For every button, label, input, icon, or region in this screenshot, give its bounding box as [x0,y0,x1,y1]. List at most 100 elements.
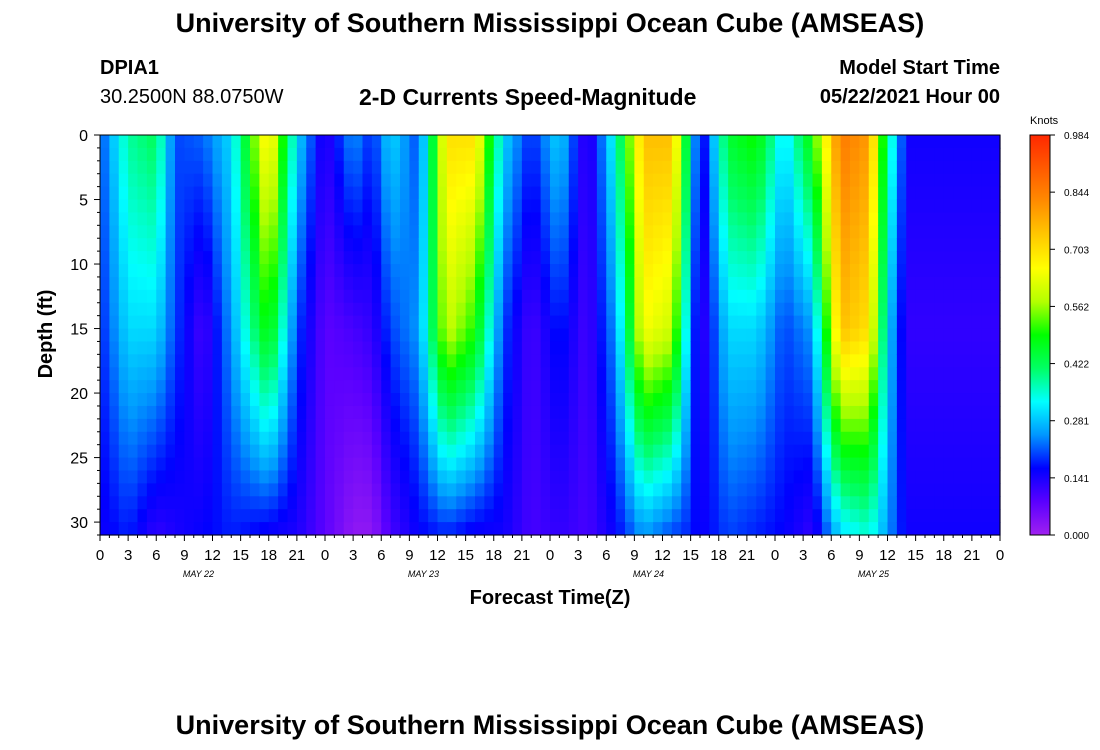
heatmap-cell [165,147,176,162]
heatmap-cell [343,212,354,226]
heatmap-cell [859,199,870,214]
heatmap-cell [315,405,326,420]
heatmap-cell [306,354,317,368]
heatmap-cell [334,496,345,510]
heatmap-cell [184,522,195,536]
heatmap-cell [737,522,748,536]
heatmap-cell [812,380,823,394]
heatmap-cell [615,418,626,433]
heatmap-cell [840,186,851,201]
heatmap-cell [212,444,223,459]
heatmap-cell [812,367,823,381]
heatmap-cell [831,173,842,188]
heatmap-cell [925,470,935,484]
heatmap-cell [437,393,448,407]
heatmap-cell [409,341,420,355]
heatmap-cell [803,354,814,368]
heatmap-cell [643,160,654,175]
heatmap-cell [446,186,457,201]
heatmap-cell [690,496,701,510]
heatmap-cell [268,160,279,175]
heatmap-cell [296,199,307,214]
heatmap-cell [906,341,917,355]
heatmap-cell [287,289,298,304]
heatmap-cell [587,405,598,420]
heatmap-cell [587,212,598,226]
heatmap-cell [971,444,982,459]
heatmap-cell [671,367,682,381]
heatmap-cell [634,431,645,446]
heatmap-cell [118,225,129,239]
heatmap-cell [953,276,964,291]
heatmap-cell [831,483,842,497]
heatmap-cell [925,354,935,368]
heatmap-cell [315,418,326,433]
heatmap-cell [390,251,401,265]
heatmap-cell [484,431,495,446]
heatmap-cell [334,212,345,226]
heatmap-cell [981,367,992,381]
heatmap-cell [868,302,879,317]
heatmap-cell [868,315,879,330]
heatmap-cell [934,160,945,175]
heatmap-cell [793,160,804,175]
heatmap-cell [296,431,307,446]
heatmap-cell [409,302,420,317]
heatmap-cell [568,135,579,149]
heatmap-cell [400,380,410,394]
heatmap-cell [906,147,917,162]
heatmap-cell [821,225,832,239]
heatmap-cell [100,289,110,304]
heatmap-cell [418,496,429,510]
heatmap-cell [943,354,954,368]
heatmap-cell [503,418,514,433]
heatmap-cell [868,341,879,355]
heatmap-cell [446,418,457,433]
heatmap-cell [353,173,364,188]
heatmap-cell [428,135,439,149]
heatmap-cell [184,367,195,381]
heatmap-cell [962,199,973,214]
heatmap-cell [231,380,242,394]
heatmap-cell [925,418,935,433]
heatmap-cell [990,470,1001,484]
heatmap-cell [653,212,664,226]
heatmap-cell [709,160,720,175]
heatmap-cell [793,431,804,446]
heatmap-cell [887,418,898,433]
heatmap-cell [896,444,907,459]
heatmap-cell [250,457,260,472]
heatmap-cell [934,302,945,317]
heatmap-cell [184,328,195,343]
heatmap-cell [100,354,110,368]
heatmap-cell [568,276,579,291]
heatmap-cell [578,367,589,381]
heatmap-cell [971,341,982,355]
heatmap-cell [868,212,879,226]
heatmap-cell [203,509,214,523]
heatmap-cell [240,431,251,446]
heatmap-cell [662,431,673,446]
heatmap-cell [409,328,420,343]
heatmap-cell [250,212,260,226]
heatmap-cell [990,328,1001,343]
heatmap-cell [671,405,682,420]
heatmap-cell [990,173,1001,188]
heatmap-cell [221,457,232,472]
heatmap-cell [268,147,279,162]
heatmap-cell [943,147,954,162]
heatmap-cell [446,264,457,278]
heatmap-cell [268,186,279,201]
heatmap-cell [793,354,804,368]
heatmap-cell [278,509,289,523]
heatmap-cell [428,522,439,536]
heatmap-cell [250,238,260,252]
x-tick-label: 6 [152,547,160,564]
heatmap-cell [156,431,167,446]
heatmap-cell [756,147,767,162]
heatmap-cell [484,341,495,355]
heatmap-cell [775,418,785,433]
heatmap-cell [971,405,982,420]
heatmap-cell [981,444,992,459]
heatmap-cell [409,186,420,201]
